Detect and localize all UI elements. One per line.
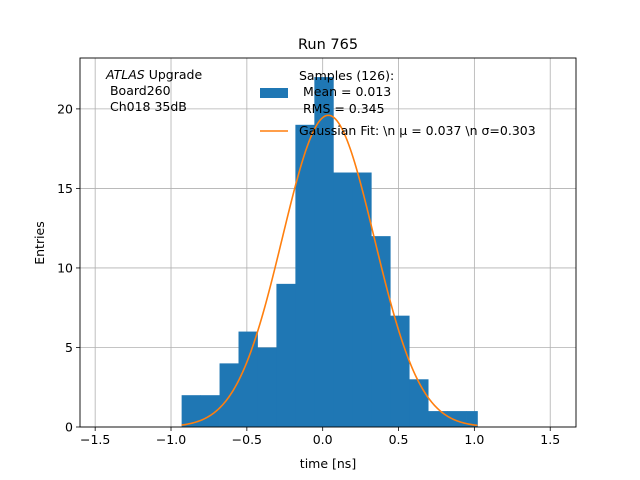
plot-frame [79,57,577,428]
histogram-bar [238,331,258,427]
y-tick-label: 0 [65,420,73,435]
y-tick-label: 10 [57,260,73,275]
y-tick-label: 5 [65,340,73,355]
histogram-bar [352,172,372,427]
histogram-bars [181,77,478,427]
histogram-bar [466,411,478,427]
x-axis-label: time [ns] [300,456,356,471]
x-tick-label: −0.5 [232,432,262,447]
gaussian-fit [181,114,478,427]
legend-histogram-swatch [260,88,288,98]
x-tick-label: 0.5 [389,432,409,447]
atlas-upgrade-label: Upgrade [145,67,203,82]
legend-histogram-line1: Samples (126): [299,68,394,83]
axis-ticks: −1.5 −1.0 −0.5 0.0 0.5 1.0 1.5 0 5 10 15 20 [57,101,560,447]
legend-histogram-line2: Mean = 0.013 [299,84,391,99]
histogram-bar [314,77,334,427]
x-tick-label: 1.5 [540,432,560,447]
atlas-label: ATLAS [105,67,145,82]
histogram-bar [181,395,201,427]
histogram-bar [295,124,315,427]
atlas-annotation-line2: Board260 [106,83,171,98]
x-tick-label: −1.0 [156,432,186,447]
histogram-bar [333,172,353,427]
chart-title: Run 765 [298,37,358,53]
histogram-bar [390,315,410,427]
x-tick-label: −1.5 [80,432,110,447]
legend-histogram-line3: RMS = 0.345 [299,101,385,116]
y-tick-label: 15 [57,181,73,196]
histogram-bar [409,379,429,427]
y-tick-label: 20 [57,101,73,116]
histogram-bar [428,411,448,427]
atlas-annotation-line3: Ch018 35dB [106,99,187,114]
histogram-bar [447,411,467,427]
y-axis-label: Entries [32,221,47,265]
histogram-bar [257,347,277,427]
atlas-annotation-line1: ATLAS Upgrade [105,67,202,82]
x-tick-label: 1.0 [464,432,484,447]
x-tick-label: 0.0 [313,432,333,447]
histogram-bar [276,283,296,427]
legend-fit-label: Gaussian Fit: \n μ = 0.037 \n σ=0.303 [299,123,536,138]
gaussian-fit-curve [181,114,478,427]
